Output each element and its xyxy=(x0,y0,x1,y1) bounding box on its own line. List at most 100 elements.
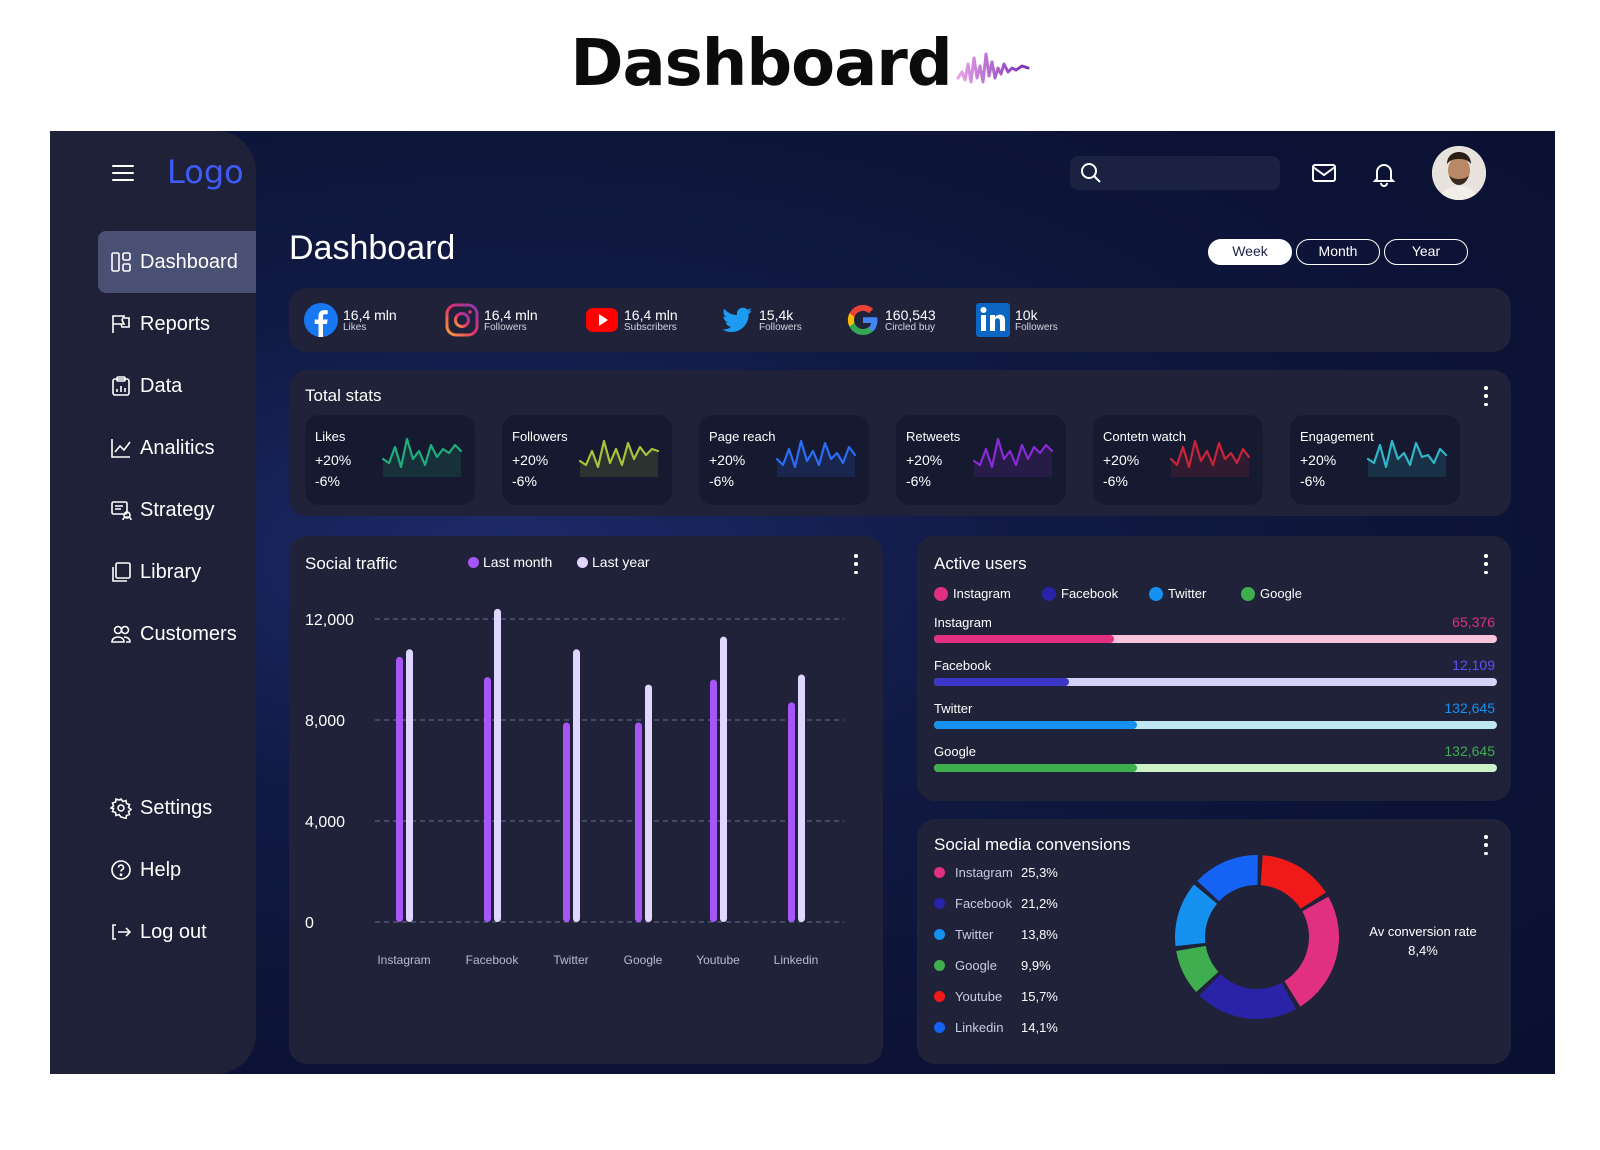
active-users-card: Active users Instagram Facebook Twitter … xyxy=(917,536,1511,801)
social-item-youtube[interactable]: 16,4 mln Subscribers xyxy=(584,300,678,340)
donut-slice-instagram xyxy=(1284,896,1339,1007)
conversion-percent: 21,2% xyxy=(1021,896,1058,911)
youtube-icon xyxy=(586,308,618,332)
legend-dot xyxy=(1149,586,1163,601)
stat-tile[interactable]: Retweets +20% -6% xyxy=(896,415,1066,505)
active-users-row-label: Google xyxy=(934,744,976,759)
stat-tile[interactable]: Page reach +20% -6% xyxy=(699,415,869,505)
social-caption: Followers xyxy=(1015,321,1058,333)
x-tick-label: Instagram xyxy=(377,953,430,967)
sidebar-item-reports[interactable]: Reports xyxy=(98,293,256,355)
social-traffic-chart: 0 4,000 8,000 12,000 Instagram Facebook Twitte… xyxy=(305,608,844,967)
sidebar-item-strategy[interactable]: Strategy xyxy=(98,479,256,541)
legend-dot xyxy=(468,557,479,568)
active-users-row-value: 132,645 xyxy=(1444,700,1495,716)
search-icon xyxy=(1081,163,1101,183)
social-item-twitter[interactable]: 15,4k Followers xyxy=(719,300,802,340)
y-tick-label: 8,000 xyxy=(305,713,345,730)
more-options-icon[interactable] xyxy=(1483,386,1489,406)
sidebar-item-library[interactable]: Library xyxy=(98,541,256,603)
more-options-icon[interactable] xyxy=(853,554,859,574)
x-tick-label: Facebook xyxy=(466,953,520,967)
sidebar-item-settings[interactable]: Settings xyxy=(98,777,256,839)
wave-icon xyxy=(956,52,1030,84)
x-tick-label: Twitter xyxy=(553,953,588,967)
period-week-button[interactable]: Week xyxy=(1208,239,1292,265)
conversion-percent: 9,9% xyxy=(1021,958,1051,973)
logo: Logo xyxy=(167,153,244,191)
legend-label: Twitter xyxy=(1168,586,1207,601)
stat-tile[interactable]: Engagement +20% -6% xyxy=(1290,415,1460,505)
legend-dot xyxy=(934,991,945,1002)
stat-increase: +20% xyxy=(906,452,943,468)
social-item-facebook[interactable]: 16,4 mln Likes xyxy=(303,300,397,340)
legend-dot xyxy=(934,867,945,878)
bar-instagram-last-year xyxy=(406,649,413,922)
sparkline xyxy=(381,437,463,477)
sidebar-item-customers[interactable]: Customers xyxy=(98,603,256,665)
bar-instagram-last-month xyxy=(396,656,403,922)
sparkline-line xyxy=(1169,439,1251,469)
sidebar-item-analitics[interactable]: Analitics xyxy=(98,417,256,479)
stat-decrease: -6% xyxy=(1300,473,1325,489)
search-input[interactable] xyxy=(1110,165,1270,181)
social-item-instagram[interactable]: 16,4 mln Followers xyxy=(444,300,538,340)
social-item-google[interactable]: 160,543 Circled buy xyxy=(845,300,936,340)
dashboard-icon xyxy=(111,252,131,272)
active-users-row-value: 12,109 xyxy=(1452,657,1495,673)
social-caption: Circled buy xyxy=(885,321,936,333)
conversion-row: Google 9,9% xyxy=(934,958,1051,973)
more-options-icon[interactable] xyxy=(1483,835,1489,855)
social-value: 160,543 xyxy=(885,306,936,323)
x-tick-label: Linkedin xyxy=(774,953,819,967)
legend-dot xyxy=(934,929,945,940)
legend-item-facebook: Facebook xyxy=(1042,586,1118,601)
bar-google-last-month xyxy=(635,722,642,922)
social-caption: Subscribers xyxy=(624,321,677,333)
active-users-progress-bar xyxy=(934,764,1497,772)
bar-twitter-last-month xyxy=(563,722,570,922)
stat-label: Likes xyxy=(315,429,346,444)
stat-tile[interactable]: Likes +20% -6% xyxy=(305,415,475,505)
sidebar: Logo Dashboard Reports Data Analitics St… xyxy=(50,131,256,1074)
data-icon xyxy=(112,376,130,396)
library-icon xyxy=(112,562,131,582)
avatar[interactable] xyxy=(1432,146,1486,200)
active-users-row-label: Facebook xyxy=(934,658,992,673)
stat-increase: +20% xyxy=(315,452,352,468)
progress-fill xyxy=(934,721,1137,729)
bar-youtube-last-month xyxy=(710,679,717,922)
legend-dot xyxy=(934,1022,945,1033)
donut-slice-facebook xyxy=(1199,974,1296,1019)
sparkline xyxy=(578,439,660,477)
conversion-label: Youtube xyxy=(955,989,1003,1004)
stat-tile[interactable]: Followers +20% -6% xyxy=(502,415,672,505)
sidebar-item-dashboard[interactable]: Dashboard xyxy=(98,231,256,293)
sidebar-item-label: Library xyxy=(140,560,202,583)
y-tick-label: 12,000 xyxy=(305,612,354,629)
sidebar-item-label: Customers xyxy=(140,622,237,645)
conversion-label: Google xyxy=(955,958,997,973)
bar-linkedin-last-year xyxy=(798,674,805,922)
conversion-label: Twitter xyxy=(955,927,994,942)
period-year-button[interactable]: Year xyxy=(1384,239,1468,265)
social-item-linkedin[interactable]: 10k Followers xyxy=(975,300,1058,340)
stat-tile[interactable]: Contetn watch +20% -6% xyxy=(1093,415,1263,505)
sidebar-item-logout[interactable]: Log out xyxy=(98,901,256,963)
mail-icon[interactable] xyxy=(1310,159,1338,187)
hamburger-menu-icon[interactable] xyxy=(112,165,134,183)
more-options-icon[interactable] xyxy=(1483,554,1489,574)
bell-icon[interactable] xyxy=(1370,159,1398,187)
legend-label: Facebook xyxy=(1061,586,1119,601)
sidebar-item-label: Analitics xyxy=(140,436,215,459)
bar-linkedin-last-month xyxy=(788,702,795,922)
social-conversions-card: Social media convensions Instagram 25,3% F… xyxy=(917,819,1511,1064)
sparkline xyxy=(775,439,857,477)
conversion-rate-label: Av conversion rate xyxy=(1369,924,1477,939)
period-month-button[interactable]: Month xyxy=(1296,239,1380,265)
bar-youtube-last-year xyxy=(720,636,727,922)
sidebar-item-help[interactable]: Help xyxy=(98,839,256,901)
search-bar[interactable] xyxy=(1070,156,1280,190)
social-value: 16,4 mln xyxy=(343,306,397,323)
sidebar-item-data[interactable]: Data xyxy=(98,355,256,417)
